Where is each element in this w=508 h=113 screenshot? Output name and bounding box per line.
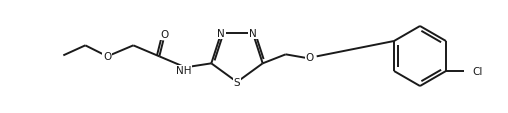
Text: NH: NH <box>176 66 191 76</box>
Text: O: O <box>160 30 169 40</box>
Text: N: N <box>217 29 225 39</box>
Text: O: O <box>305 53 314 63</box>
Text: Cl: Cl <box>472 66 483 76</box>
Text: S: S <box>234 77 240 87</box>
Text: N: N <box>249 29 257 39</box>
Text: O: O <box>103 52 111 62</box>
